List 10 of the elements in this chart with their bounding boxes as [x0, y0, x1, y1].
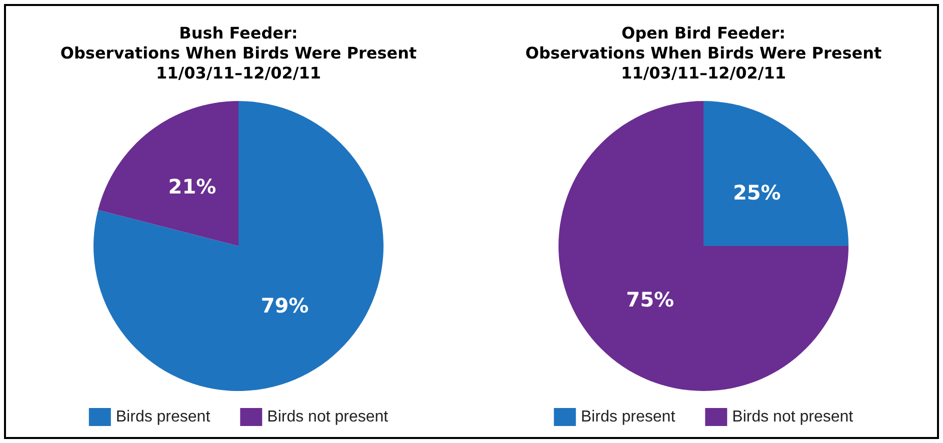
data-label: 75%: [626, 287, 674, 312]
legend-label: Birds not present: [267, 408, 389, 426]
legend-label: Birds present: [580, 408, 676, 426]
legend-label: Birds not present: [732, 408, 854, 426]
legend-label: Birds present: [116, 408, 211, 426]
data-label: 21%: [168, 174, 216, 198]
data-label: 79%: [260, 294, 309, 318]
chart-title: Open Bird Feeder: Observations When Birds Were Present 11/03/11–12/02/11: [525, 24, 882, 82]
data-label: 25%: [732, 180, 781, 205]
chart-title: Bush Feeder: Observations When Birds Were Present 11/03/11–12/02/11: [60, 24, 417, 82]
